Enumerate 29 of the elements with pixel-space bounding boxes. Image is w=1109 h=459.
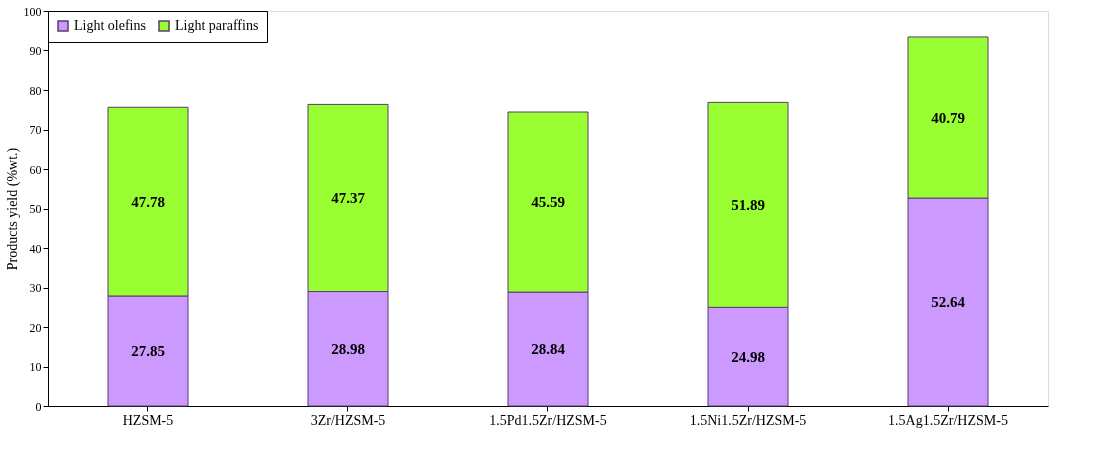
y-tick-label: 0 — [35, 399, 42, 414]
y-axis-title: Products yield (%wt.) — [4, 147, 21, 271]
legend-label: Light olefins — [74, 18, 146, 33]
x-tick-label: HZSM-5 — [122, 412, 174, 428]
data-label: 28.98 — [331, 340, 365, 357]
data-label: 45.59 — [531, 194, 565, 211]
y-tick-label: 70 — [29, 123, 42, 137]
y-tick-label: 10 — [29, 360, 42, 374]
data-label: 28.84 — [531, 341, 566, 358]
data-label: 47.78 — [131, 193, 165, 210]
x-tick-label: 1.5Ag1.5Zr/HZSM-5 — [888, 412, 1008, 428]
y-tick-label: 50 — [29, 202, 42, 216]
data-label: 47.37 — [331, 189, 366, 206]
data-label: 40.79 — [931, 109, 965, 126]
x-tick-label: 1.5Ni1.5Zr/HZSM-5 — [689, 412, 807, 428]
y-tick-label: 100 — [23, 4, 42, 19]
legend-label: Light paraffins — [175, 18, 259, 33]
data-label: 52.64 — [931, 294, 966, 311]
y-tick-label: 60 — [29, 162, 42, 177]
data-label: 51.89 — [731, 196, 765, 213]
data-label: 27.85 — [131, 343, 165, 359]
data-label: 24.98 — [731, 348, 765, 365]
x-tick-label: 3Zr/HZSM-5 — [310, 412, 386, 428]
x-tick-label: 1.5Pd1.5Zr/HZSM-5 — [489, 412, 607, 428]
y-tick-label: 80 — [29, 83, 42, 98]
y-tick-label: 20 — [29, 320, 42, 335]
y-tick-label: 40 — [29, 241, 42, 256]
y-tick-label: 90 — [29, 44, 42, 58]
y-tick-label: 30 — [29, 281, 42, 295]
